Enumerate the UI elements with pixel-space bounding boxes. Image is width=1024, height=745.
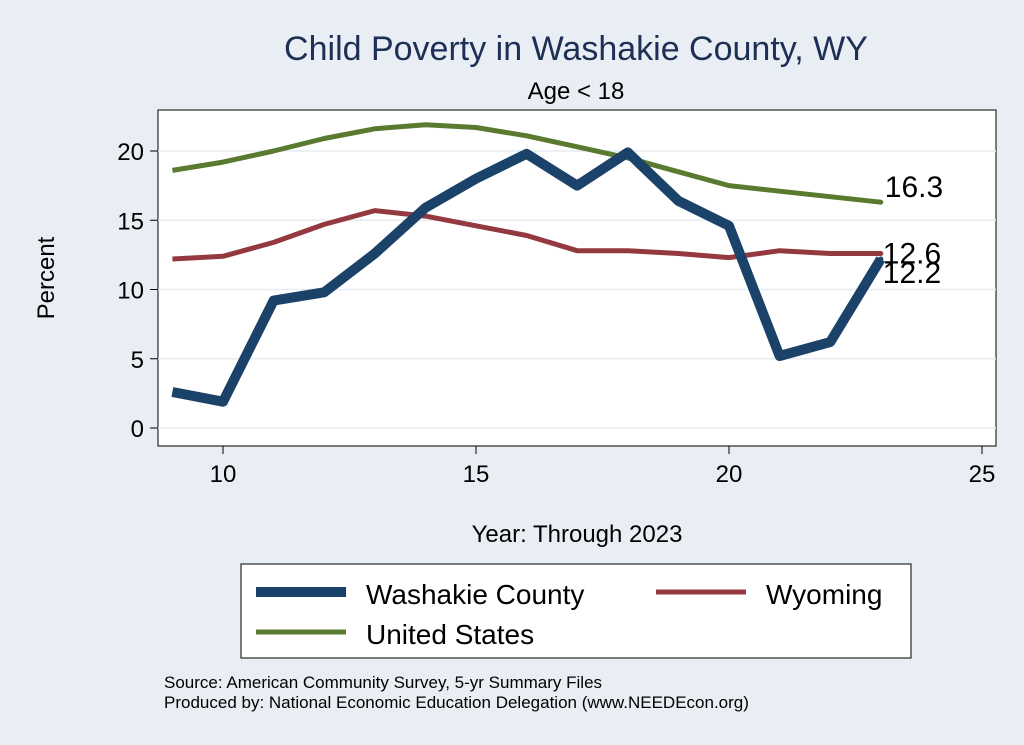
y-tick-label: 5 — [131, 347, 144, 374]
y-tick-label: 0 — [131, 416, 144, 443]
x-tick-label: 25 — [969, 461, 996, 488]
y-axis-title: Percent — [33, 236, 60, 319]
series-lines — [171, 122, 886, 407]
end-label-united-states: 16.3 — [885, 171, 943, 204]
chart-title: Child Poverty in Washakie County, WY — [284, 30, 868, 68]
x-tick-label: 10 — [210, 461, 237, 488]
legend-label-wyoming: Wyoming — [766, 579, 882, 610]
plot-area — [157, 109, 997, 447]
legend: Washakie County Wyoming United States — [240, 563, 912, 659]
series-line-united-states — [171, 122, 882, 205]
legend-box — [240, 563, 912, 659]
end-label-wyoming: 12.6 — [883, 237, 941, 270]
x-axis: 10 15 20 25 — [158, 445, 996, 488]
y-tick-label: 10 — [117, 278, 144, 305]
x-tick-label: 15 — [463, 461, 490, 488]
y-tick-label: 15 — [117, 208, 144, 235]
x-axis-title: Year: Through 2023 — [472, 521, 683, 548]
y-tick-label: 20 — [117, 139, 144, 166]
chart-subtitle: Age < 18 — [528, 78, 625, 105]
end-label-washakie-county: 12.2 — [883, 257, 941, 290]
end-point-washakie-county — [878, 256, 884, 262]
source-note: Source: American Community Survey, 5-yr … — [164, 673, 602, 692]
series-line-wyoming — [172, 208, 881, 262]
end-labels: 12.212.6 16.3 — [883, 171, 943, 290]
x-tick-label: 20 — [716, 461, 743, 488]
end-point-united-states — [878, 199, 884, 205]
produced-by-note: Produced by: National Economic Education… — [164, 693, 749, 712]
end-point-wyoming — [878, 250, 884, 256]
legend-label-washakie-county: Washakie County — [366, 579, 584, 610]
y-axis: 0 5 10 15 20 — [117, 139, 158, 443]
legend-label-united-states: United States — [366, 619, 534, 650]
grid-lines — [158, 150, 996, 429]
series-line-washakie-county — [171, 147, 886, 407]
